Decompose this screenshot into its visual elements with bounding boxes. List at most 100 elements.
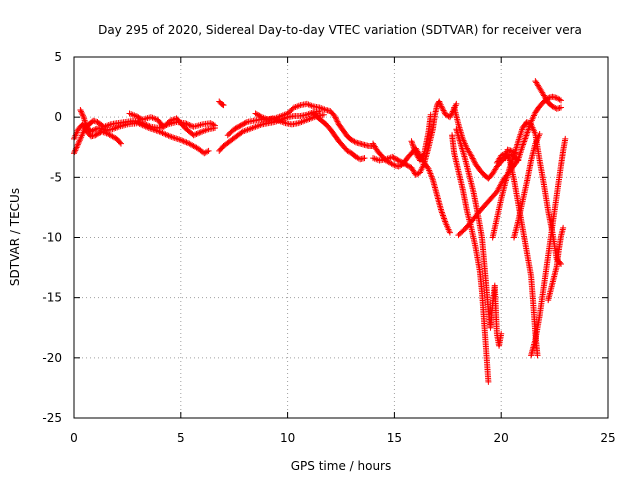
data-point [441,108,448,115]
series-track-21 [532,78,565,112]
series-track-8 [252,100,377,150]
data-point [333,117,340,124]
data-point [389,161,396,168]
data-point [180,138,187,145]
data-point [393,156,400,163]
data-point [71,148,78,155]
data-point [182,138,189,145]
data-point [241,120,248,127]
series-track-5 [216,98,227,109]
data-point [240,121,247,128]
data-point [192,131,199,138]
data-point [255,112,262,119]
x-tick-label: 0 [70,431,78,445]
data-point [394,156,401,163]
x-tick-label: 20 [494,431,509,445]
data-point [556,96,563,103]
data-point [190,132,197,139]
data-point [511,149,518,156]
data-point [469,155,476,162]
data-point [562,135,569,142]
data-point [177,137,184,144]
data-point [558,97,565,104]
series-track-22 [545,224,567,304]
data-point [331,112,338,119]
data-point [211,124,218,131]
data-point [92,132,99,139]
series-track-12 [408,111,434,164]
data-point [220,102,227,109]
data-point [252,110,259,117]
data-point [438,103,445,110]
data-point [73,144,80,151]
data-point [253,111,260,118]
data-point [135,114,142,121]
data-point [334,118,341,125]
x-tick-label: 25 [600,431,615,445]
data-point [498,330,505,337]
data-point [400,160,407,167]
data-point [74,143,81,150]
data-point [96,130,103,137]
data-point [238,121,245,128]
data-point [116,139,123,146]
data-point [184,121,191,128]
data-point [427,111,434,118]
data-point [403,161,410,168]
data-point [351,138,358,145]
data-point [398,158,405,165]
data-point [558,104,565,111]
data-point [440,107,447,114]
data-point [134,113,141,120]
data-point [485,378,492,385]
data-point [204,148,211,155]
x-tick-label: 15 [387,431,402,445]
data-point [193,131,200,138]
data-point [389,153,396,160]
data-point [76,137,83,144]
y-tick-label: -10 [42,231,62,245]
data-point [74,141,81,148]
data-point [405,163,412,170]
y-axis-label: SDTVAR / TECUs [8,188,22,286]
data-point [424,164,431,171]
data-point [333,115,340,122]
series-track-3 [77,106,212,157]
data-point [469,154,476,161]
data-point [197,129,204,136]
data-point [78,108,85,115]
data-point [402,161,409,168]
x-tick-label: 5 [177,431,185,445]
data-point [132,112,139,119]
data-point [470,156,477,163]
data-point [183,120,190,127]
x-tick-label: 10 [280,431,295,445]
y-tick-label: 0 [54,110,62,124]
data-point [183,139,190,146]
series-track-19 [511,131,543,241]
data-point [78,109,85,116]
data-point [536,131,543,138]
data-point [184,140,191,147]
y-tick-label: -20 [42,351,62,365]
data-point [560,224,567,231]
data-point [72,147,79,154]
x-axis-label: GPS time / hours [291,459,392,473]
data-point [117,140,124,147]
data-point [196,129,203,136]
data-point [439,106,446,113]
data-point [395,157,402,164]
data-point [205,147,212,154]
series-track-20 [528,135,569,359]
data-point [79,111,86,118]
y-tick-label: -15 [42,291,62,305]
data-point [187,122,194,129]
series-track-6 [216,108,323,154]
data-point [332,114,339,121]
data-point [219,101,226,108]
data-point [136,115,143,122]
data-point [232,125,239,132]
data-point [513,150,520,157]
series-track-23 [502,146,520,162]
